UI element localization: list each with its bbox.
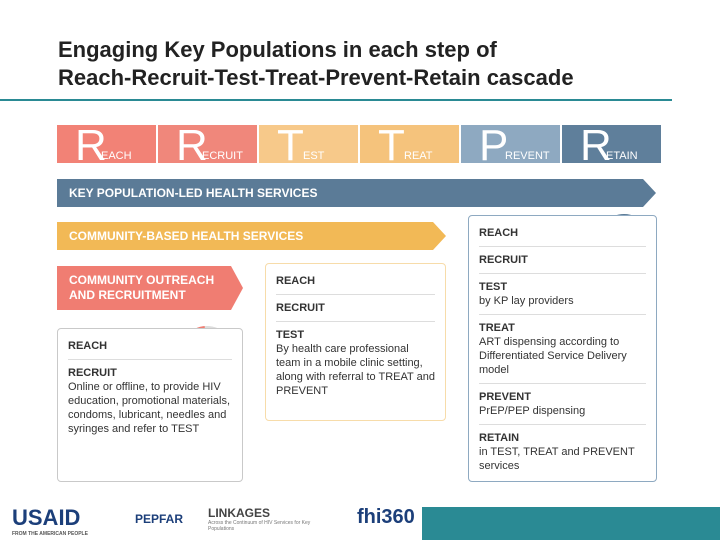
item-heading: RECRUIT <box>479 254 528 266</box>
step-letter: T <box>378 125 405 163</box>
step: T EST <box>259 125 358 163</box>
item-body: Online or offline, to provide HIV educat… <box>68 381 231 435</box>
panel: REACH RECRUIT TEST By health care professio… <box>265 263 446 421</box>
bar-shape <box>57 222 446 250</box>
panel-item: RETAIN in TEST, TREAT and PREVENT service… <box>479 425 646 479</box>
panel: REACH RECRUIT TEST by KP lay providers TREAT… <box>468 215 657 482</box>
divider <box>0 99 672 101</box>
item-body: PrEP/PEP dispensing <box>479 405 586 417</box>
step-letter: R <box>75 125 107 163</box>
bar-label: KEY POPULATION-LED HEALTH SERVICES <box>69 185 318 200</box>
step: R EACH <box>57 125 156 163</box>
step-letter: T <box>277 125 304 163</box>
footer-band <box>422 507 720 540</box>
item-body: by KP lay providers <box>479 295 574 307</box>
logo-text: LINKAGES <box>208 506 271 520</box>
step-word: EST <box>303 150 325 162</box>
logo-text: FROM THE AMERICAN PEOPLE <box>12 531 88 537</box>
panel-item: TREAT ART dispensing according to Differe… <box>479 315 646 384</box>
title-line: Reach-Recruit-Test-Treat-Prevent-Retain … <box>58 65 574 90</box>
item-heading: TREAT <box>479 322 515 334</box>
panel-item: REACH <box>276 268 435 295</box>
logo-text: PEPFAR <box>135 512 184 526</box>
item-heading: RETAIN <box>479 432 520 444</box>
item-heading: RECRUIT <box>68 367 117 379</box>
step-letter: R <box>176 125 208 163</box>
bar-label: COMMUNITY-BASED HEALTH SERVICES <box>69 228 304 243</box>
bar-shape <box>57 266 243 310</box>
item-heading: PREVENT <box>479 391 531 403</box>
step-word: REAT <box>404 150 433 162</box>
item-heading: RECRUIT <box>276 302 325 314</box>
step-word: REVENT <box>505 150 550 162</box>
title: Engaging Key Populations in each step of… <box>58 36 574 92</box>
title-line: Engaging Key Populations in each step of <box>58 37 497 62</box>
item-body: ART dispensing according to Differentiat… <box>479 336 627 376</box>
step: P REVENT <box>461 125 560 163</box>
panel-item: RECRUIT <box>479 247 646 274</box>
logo-text: USAID <box>12 505 81 530</box>
panel-item: REACH <box>479 220 646 247</box>
item-heading: TEST <box>479 281 508 293</box>
logo: USAID FROM THE AMERICAN PEOPLE <box>12 505 88 537</box>
logo: LINKAGES Across the Continuum of HIV Serv… <box>208 506 318 532</box>
step-letter: R <box>580 125 612 163</box>
item-body: in TEST, TREAT and PREVENT services <box>479 446 635 472</box>
item-body: By health care professional team in a mo… <box>276 343 435 397</box>
bar-label: COMMUNITY OUTREACH AND RECRUITMENT <box>69 273 215 302</box>
panel-item: TEST By health care professional team in … <box>276 322 435 404</box>
step: R ETAIN <box>562 125 661 163</box>
step: R ECRUIT <box>158 125 257 163</box>
panel: REACH RECRUIT Online or offline, to provid… <box>57 328 243 482</box>
item-heading: REACH <box>68 340 108 352</box>
step-word: EACH <box>101 150 132 162</box>
item-heading: REACH <box>479 227 519 239</box>
panel-item: RECRUIT Online or offline, to provide HIV… <box>68 360 232 442</box>
item-heading: REACH <box>276 275 316 287</box>
step: T REAT <box>360 125 459 163</box>
panel-item: RECRUIT <box>276 295 435 322</box>
logo-text: Across the Continuum of HIV Services for… <box>208 520 311 532</box>
step-word: ETAIN <box>606 150 638 162</box>
panel-item: REACH <box>68 333 232 360</box>
step-word: ECRUIT <box>202 150 243 162</box>
step-letter: P <box>479 125 509 163</box>
bar-shape <box>57 179 656 207</box>
panel-item: PREVENT PrEP/PEP dispensing <box>479 384 646 425</box>
logo-text: fhi360 <box>357 506 415 528</box>
panel-item: TEST by KP lay providers <box>479 274 646 315</box>
item-heading: TEST <box>276 329 305 341</box>
